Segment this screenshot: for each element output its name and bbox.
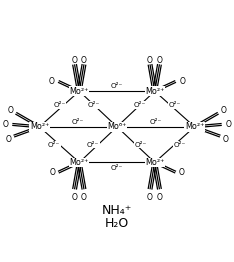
Text: O: O: [72, 193, 77, 202]
Text: O²⁻: O²⁻: [111, 165, 123, 171]
Text: O: O: [81, 56, 87, 65]
Text: O²⁻: O²⁻: [174, 142, 186, 148]
Text: O: O: [2, 120, 8, 129]
Text: O: O: [6, 135, 12, 144]
Text: O: O: [179, 77, 185, 86]
Text: O: O: [147, 193, 153, 202]
Text: O: O: [157, 56, 162, 65]
Text: O: O: [179, 168, 185, 177]
Text: O²⁻: O²⁻: [168, 102, 181, 108]
Text: O: O: [72, 56, 77, 65]
Text: Mo²⁺: Mo²⁺: [185, 122, 204, 131]
Text: O: O: [81, 193, 87, 202]
Text: O²⁻: O²⁻: [87, 142, 99, 148]
Text: O: O: [147, 56, 153, 65]
Text: O: O: [49, 168, 55, 177]
Text: O: O: [157, 193, 162, 202]
Text: O²⁻: O²⁻: [111, 83, 123, 89]
Text: O: O: [49, 77, 55, 86]
Text: NH₄⁺: NH₄⁺: [102, 204, 132, 217]
Text: Mo²⁺: Mo²⁺: [69, 158, 89, 167]
Text: H₂O: H₂O: [105, 217, 129, 230]
Text: Mo²⁺: Mo²⁺: [30, 122, 49, 131]
Text: O²⁻: O²⁻: [134, 102, 146, 108]
Text: O²⁻: O²⁻: [48, 142, 60, 148]
Text: O: O: [222, 135, 228, 144]
Text: O: O: [226, 120, 232, 129]
Text: Mo²⁺: Mo²⁺: [145, 87, 165, 96]
Text: O²⁻: O²⁻: [72, 119, 84, 124]
Text: O²⁻: O²⁻: [88, 102, 100, 108]
Text: Mo²⁺: Mo²⁺: [69, 87, 89, 96]
Text: O²⁻: O²⁻: [53, 102, 66, 108]
Text: O²⁻: O²⁻: [135, 142, 147, 148]
Text: Mo²⁺: Mo²⁺: [145, 158, 165, 167]
Text: Mo⁶⁺: Mo⁶⁺: [107, 122, 127, 131]
Text: O: O: [8, 106, 14, 114]
Text: O: O: [220, 106, 226, 114]
Text: O²⁻: O²⁻: [150, 119, 162, 124]
